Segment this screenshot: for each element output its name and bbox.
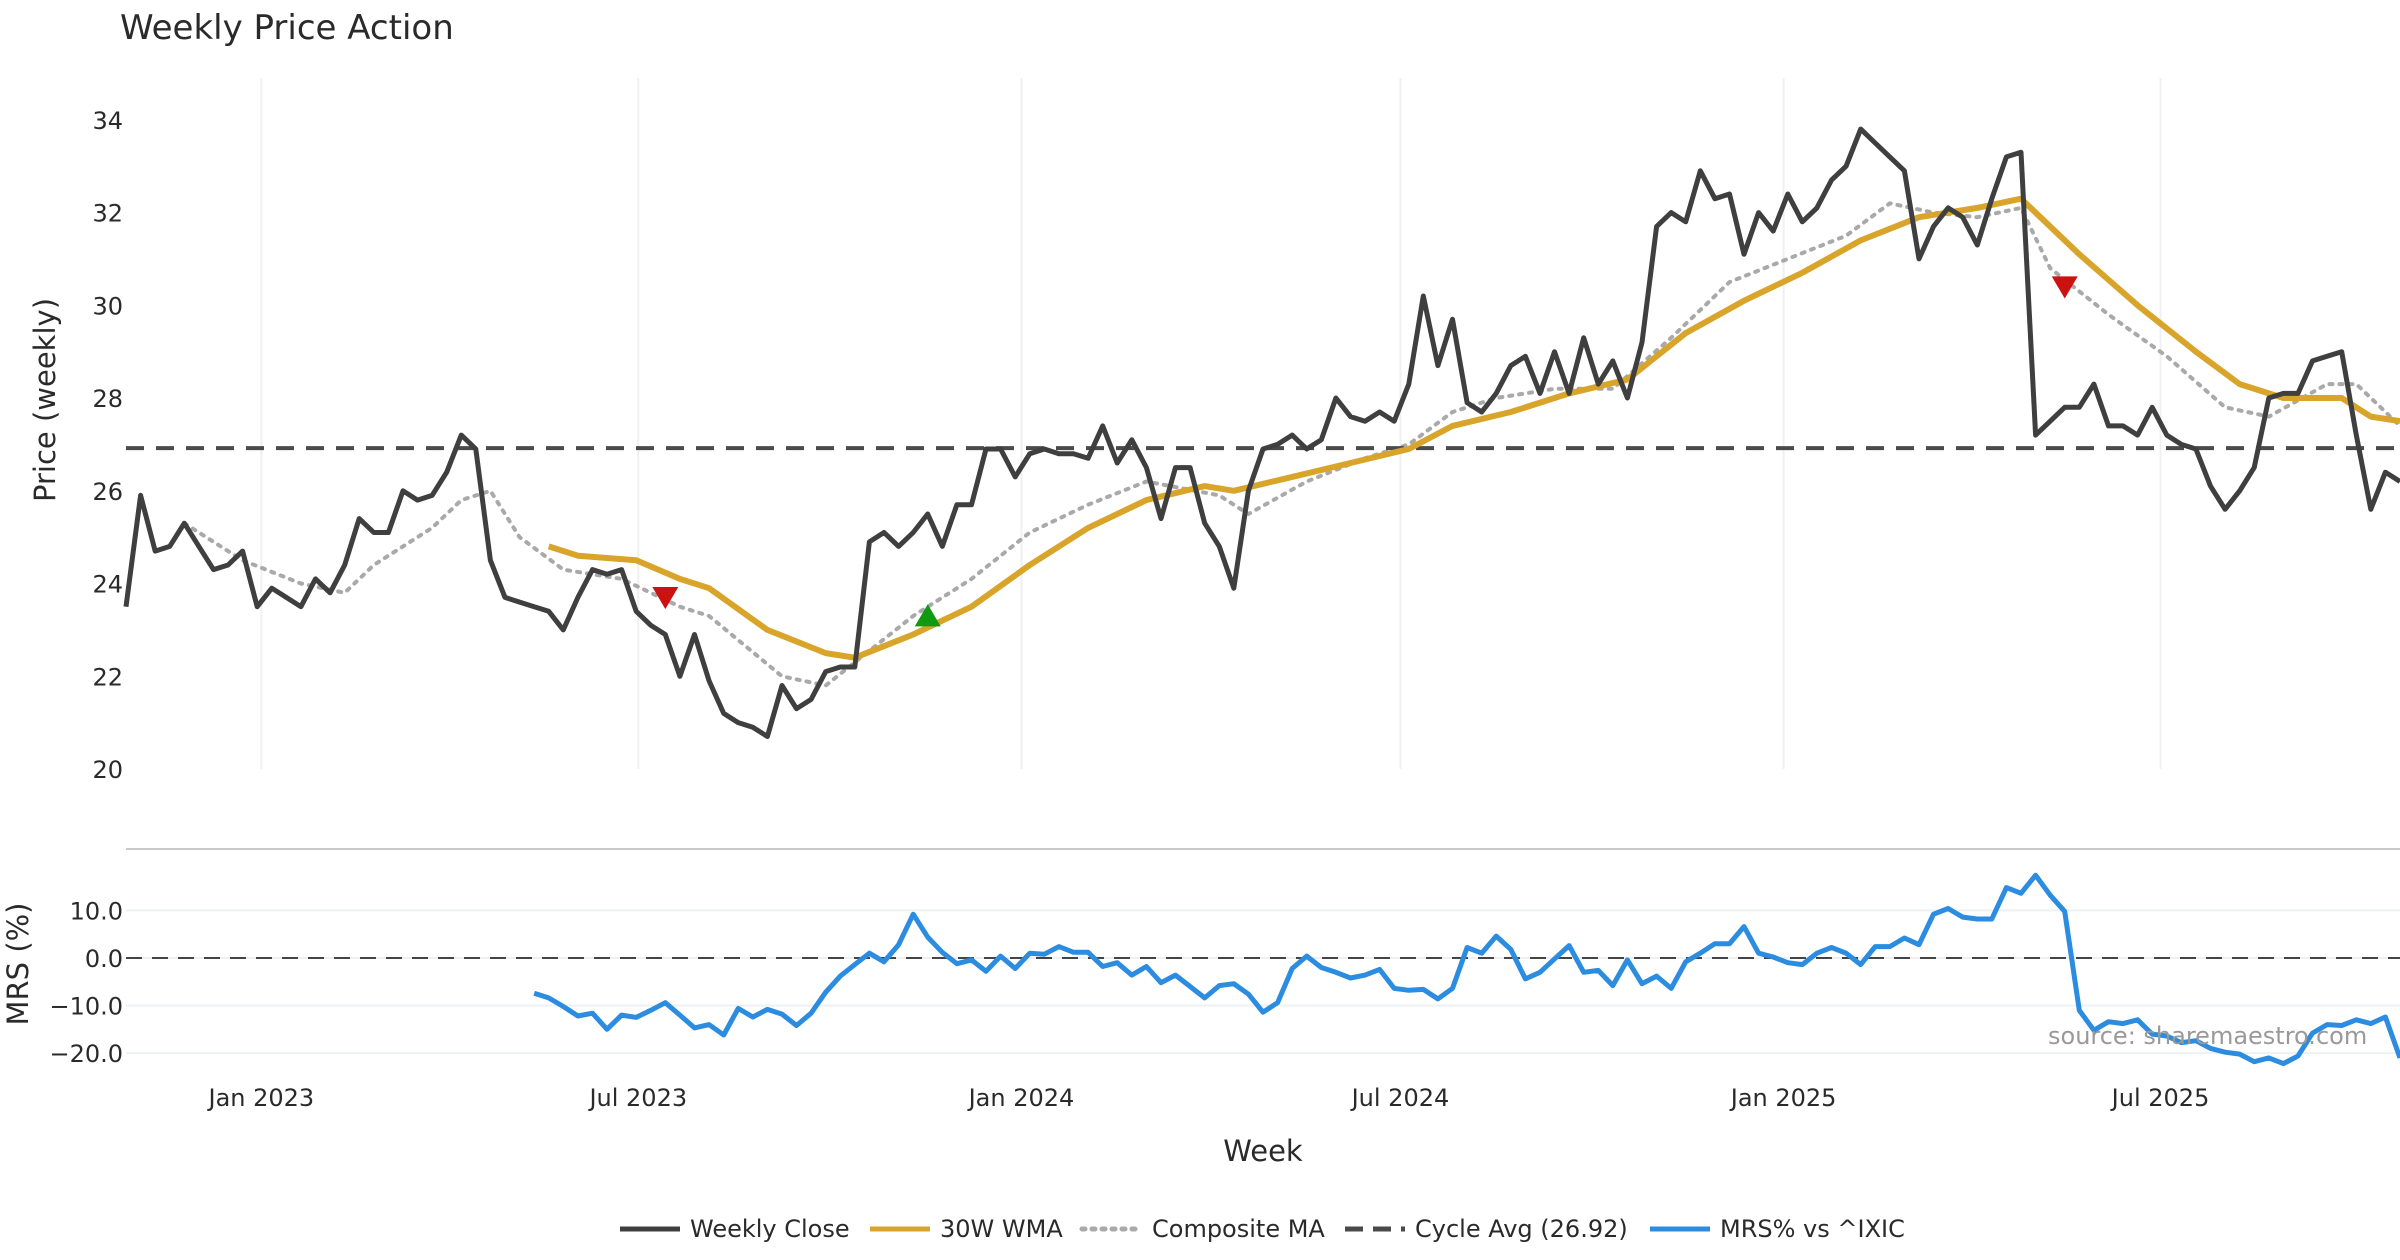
mrs-y-axis-label: MRS (%) bbox=[1, 903, 35, 1026]
legend-label-weekly-close: Weekly Close bbox=[690, 1215, 850, 1243]
mrs-y-tick-20-0: −20.0 bbox=[49, 1040, 123, 1068]
price-y-tick-32: 32 bbox=[92, 200, 123, 228]
price-panel-grid bbox=[260, 78, 2162, 769]
price-y-tick-28: 28 bbox=[92, 385, 123, 413]
series-weekly-close-line bbox=[123, 126, 2400, 739]
price-y-axis-ticks: 20 22 24 26 28 30 32 34 bbox=[92, 107, 123, 784]
mrs-panel-grid bbox=[126, 909, 2400, 1055]
mrs-y-axis-ticks: 10.0 0.0 −10.0 −20.0 bbox=[49, 897, 123, 1068]
legend-label-cycle-avg-26-92: Cycle Avg (26.92) bbox=[1415, 1215, 1628, 1243]
sell-signal-marker-1 bbox=[652, 587, 679, 610]
x-tick-jan-2025: Jan 2025 bbox=[1729, 1084, 1837, 1112]
signal-markers bbox=[652, 276, 2078, 627]
mrs-y-tick-0-0: 0.0 bbox=[85, 945, 123, 973]
price-y-tick-30: 30 bbox=[92, 292, 123, 320]
price-y-tick-24: 24 bbox=[92, 571, 123, 599]
chart-legend: Weekly Close 30W WMA Composite MA Cycle Avg… bbox=[620, 1215, 1905, 1243]
x-tick-jul-2023: Jul 2023 bbox=[587, 1084, 687, 1112]
legend-label-composite-ma: Composite MA bbox=[1152, 1215, 1325, 1243]
mrs-y-tick-10-0: −10.0 bbox=[49, 993, 123, 1021]
price-series-group bbox=[123, 126, 2400, 739]
legend-label-mrs-vs-ixic: MRS% vs ^IXIC bbox=[1720, 1215, 1905, 1243]
x-tick-jul-2025: Jul 2025 bbox=[2110, 1084, 2210, 1112]
price-y-tick-20: 20 bbox=[92, 756, 123, 784]
series-composite-ma-line bbox=[182, 201, 2400, 688]
legend-label-30w-wma: 30W WMA bbox=[940, 1215, 1063, 1243]
source-note: source: sharemaestro.com bbox=[2048, 1022, 2367, 1050]
x-axis-label: Week bbox=[1223, 1134, 1303, 1168]
x-tick-jan-2024: Jan 2024 bbox=[967, 1084, 1075, 1112]
price-y-tick-22: 22 bbox=[92, 663, 123, 691]
price-y-tick-26: 26 bbox=[92, 478, 123, 506]
mrs-series-group bbox=[126, 872, 2400, 1067]
series-mrs-vs-ixic-line bbox=[533, 872, 2400, 1067]
series-30w-wma-line bbox=[547, 195, 2400, 661]
chart-title: Weekly Price Action bbox=[120, 8, 454, 48]
price-y-tick-34: 34 bbox=[92, 107, 123, 135]
buy-signal-marker-2 bbox=[914, 604, 941, 627]
price-y-axis-label: Price (weekly) bbox=[28, 298, 62, 502]
x-tick-jul-2024: Jul 2024 bbox=[1350, 1084, 1450, 1112]
mrs-y-tick-10-0: 10.0 bbox=[70, 897, 123, 925]
sell-signal-marker-3 bbox=[2051, 276, 2078, 299]
x-tick-jan-2023: Jan 2023 bbox=[207, 1084, 315, 1112]
x-axis-ticks: Jan 2023 Jul 2023 Jan 2024 Jul 2024 Jan 2025… bbox=[207, 1084, 2210, 1112]
